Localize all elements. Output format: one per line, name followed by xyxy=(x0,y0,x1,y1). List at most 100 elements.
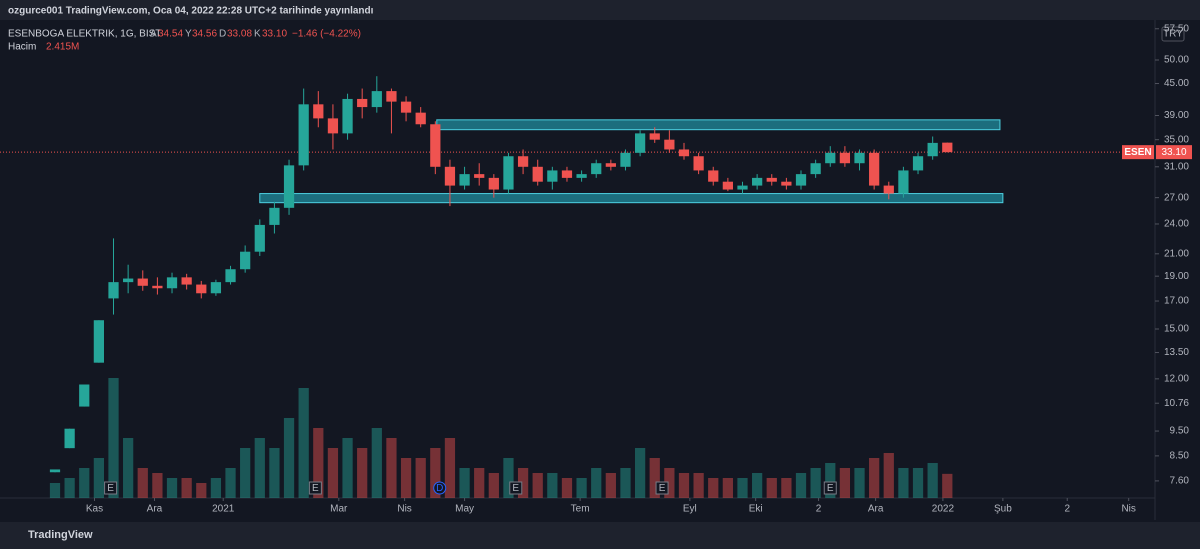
event-label: E xyxy=(659,483,666,494)
currency-box[interactable] xyxy=(1161,26,1185,42)
volume-bar xyxy=(547,473,558,498)
plot xyxy=(0,76,1155,498)
event-icon xyxy=(823,481,837,495)
candle-body xyxy=(342,98,353,134)
volume-bar xyxy=(898,468,909,498)
candle-body xyxy=(166,277,178,289)
x-tick-label: Şub xyxy=(994,504,1012,515)
volume-bar xyxy=(649,458,660,498)
volume-bar xyxy=(342,438,353,498)
candle-body xyxy=(240,251,251,270)
header: ozgurce001 TradingView.com, Oca 04, 2022… xyxy=(8,6,374,17)
volume-bar xyxy=(210,478,222,498)
volume-bar xyxy=(152,473,163,498)
candle-body xyxy=(869,152,880,186)
y-tick-label: 45.00 xyxy=(1164,78,1189,89)
volume-bar xyxy=(795,473,807,498)
candle-body xyxy=(898,170,909,194)
candle-body xyxy=(708,170,719,182)
candle-body xyxy=(210,282,222,294)
event-label: E xyxy=(312,483,319,494)
candle-body xyxy=(327,118,339,134)
candle-body xyxy=(927,142,938,157)
volume-bar xyxy=(474,468,485,498)
y-tick-label: 12.00 xyxy=(1164,373,1189,384)
event-icon xyxy=(308,481,322,495)
volume-bar xyxy=(942,473,953,498)
volume-bar xyxy=(634,448,646,498)
volume-bar xyxy=(371,428,382,498)
volume-bar xyxy=(532,473,543,498)
candle-body xyxy=(225,269,236,283)
volume-bar xyxy=(196,483,207,498)
candle-body xyxy=(547,170,558,182)
volume-bar xyxy=(415,458,426,498)
volume-bar xyxy=(225,468,236,498)
volume-bar xyxy=(459,468,470,498)
volume-bar xyxy=(912,468,924,498)
candle-body xyxy=(357,98,368,108)
event-icon xyxy=(433,481,447,495)
candle-body xyxy=(152,285,163,289)
y-tick-label: 21.00 xyxy=(1164,248,1189,259)
header-bar xyxy=(0,0,1200,20)
candle-body xyxy=(517,156,529,167)
candle-body xyxy=(503,156,514,190)
volume-bar xyxy=(79,468,90,498)
y-tick-label: 19.00 xyxy=(1164,271,1189,282)
volume-bar xyxy=(766,478,777,498)
volume-bar xyxy=(854,468,865,498)
x-tick-label: Mar xyxy=(330,504,348,515)
x-tick-label: 2021 xyxy=(212,504,235,515)
x-tick-label: Ara xyxy=(147,504,163,515)
volume-bar xyxy=(678,473,690,498)
candle-body xyxy=(766,177,777,182)
ohlc-value: 34.56 xyxy=(192,29,217,40)
footer-bar xyxy=(0,522,1200,549)
y-tick-label: 50.00 xyxy=(1164,55,1189,66)
volume-bar xyxy=(693,473,704,498)
y-tick-label: 35.00 xyxy=(1164,134,1189,145)
candle-body xyxy=(854,152,865,164)
ohlc-name: D xyxy=(219,29,226,40)
legend: ESENBOGA ELEKTRIK, 1G, BIST A 34.54 Y 34… xyxy=(8,29,361,53)
y-tick-label: 39.00 xyxy=(1164,110,1189,121)
y-tick-label: 9.50 xyxy=(1170,426,1190,437)
volume-bar xyxy=(576,478,587,498)
volume-bar xyxy=(517,468,529,498)
ticker-tag xyxy=(1122,145,1154,160)
x-tick-label: May xyxy=(455,504,474,515)
ohlc-name: A xyxy=(150,29,157,40)
candle-body xyxy=(912,156,924,171)
volume-bar xyxy=(488,473,499,498)
volume-bar xyxy=(810,468,821,498)
volume-bar xyxy=(430,448,441,498)
price-tag xyxy=(1156,145,1192,160)
x-tick-label: Ara xyxy=(868,504,884,515)
currency: TRY xyxy=(1163,29,1183,40)
y-tick-label: 7.60 xyxy=(1170,476,1190,487)
candle-body xyxy=(634,133,646,153)
candle-body xyxy=(795,174,807,186)
volume-bar xyxy=(503,458,514,498)
candle-body xyxy=(693,156,704,171)
volume-bar xyxy=(400,458,412,498)
volume-name: Hacim xyxy=(8,42,36,53)
volume-bar xyxy=(561,478,573,498)
candle-body xyxy=(591,163,602,175)
volume-bar xyxy=(386,438,397,498)
candle-body xyxy=(269,207,280,225)
x-tick-label: Nis xyxy=(1121,504,1135,515)
candle-body xyxy=(605,163,616,167)
x-tick-label: Eyl xyxy=(683,504,697,515)
x-tick-label: Eki xyxy=(749,504,763,515)
volume-bar xyxy=(49,483,61,498)
candle-body xyxy=(664,139,675,150)
y-tick-label: 15.00 xyxy=(1164,324,1189,335)
candle-body xyxy=(181,277,192,285)
candle-body xyxy=(561,170,573,178)
volume-bar xyxy=(137,468,148,498)
volume-bar xyxy=(64,478,75,498)
